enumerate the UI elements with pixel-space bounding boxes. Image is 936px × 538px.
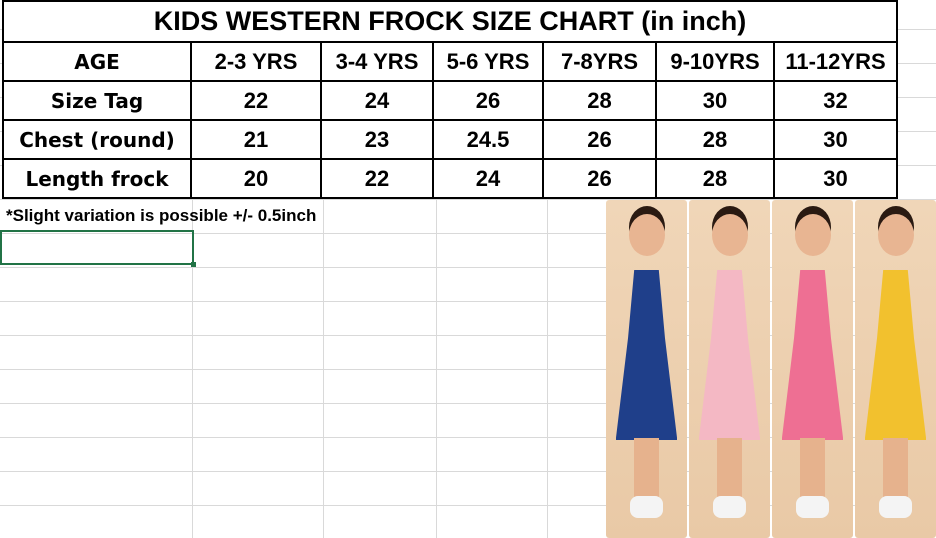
header-cell[interactable]: 11-12YRS: [773, 41, 898, 82]
header-cell[interactable]: 7-8YRS: [542, 41, 657, 82]
photo-yellow-dress: [855, 200, 936, 538]
table-row: Size Tag 22 24 26 28 30 32: [2, 80, 898, 121]
product-photos[interactable]: [606, 200, 936, 538]
variation-note[interactable]: *Slight variation is possible +/- 0.5inc…: [6, 206, 317, 225]
table-row: Length frock 20 22 24 26 28 30: [2, 158, 898, 199]
row-label[interactable]: Length frock: [2, 158, 192, 199]
cell[interactable]: 28: [655, 119, 775, 160]
cell[interactable]: 26: [542, 158, 657, 199]
cell[interactable]: 30: [655, 80, 775, 121]
chart-title[interactable]: KIDS WESTERN FROCK SIZE CHART (in inch): [2, 0, 898, 43]
cell[interactable]: 26: [432, 80, 544, 121]
cell[interactable]: 23: [320, 119, 434, 160]
cell[interactable]: 30: [773, 119, 898, 160]
row-label[interactable]: Chest (round): [2, 119, 192, 160]
cell[interactable]: 24.5: [432, 119, 544, 160]
gridline: [436, 200, 437, 538]
cell[interactable]: 28: [655, 158, 775, 199]
cell[interactable]: 32: [773, 80, 898, 121]
cell[interactable]: 24: [320, 80, 434, 121]
header-cell[interactable]: 9-10YRS: [655, 41, 775, 82]
table-row: Chest (round) 21 23 24.5 26 28 30: [2, 119, 898, 160]
cell[interactable]: 28: [542, 80, 657, 121]
header-cell[interactable]: 2-3 YRS: [190, 41, 322, 82]
photo-pink-dress: [772, 200, 853, 538]
cell[interactable]: 20: [190, 158, 322, 199]
cell[interactable]: 22: [320, 158, 434, 199]
gridline: [323, 200, 324, 538]
photo-navy-dress: [606, 200, 687, 538]
header-cell[interactable]: 3-4 YRS: [320, 41, 434, 82]
photo-light-pink-dress: [689, 200, 770, 538]
gridline: [192, 200, 193, 538]
cell[interactable]: 22: [190, 80, 322, 121]
gridline: [547, 200, 548, 538]
row-label[interactable]: Size Tag: [2, 80, 192, 121]
cell[interactable]: 26: [542, 119, 657, 160]
size-chart-table: KIDS WESTERN FROCK SIZE CHART (in inch) …: [2, 0, 898, 199]
cell[interactable]: 24: [432, 158, 544, 199]
header-cell[interactable]: 5-6 YRS: [432, 41, 544, 82]
cell[interactable]: 30: [773, 158, 898, 199]
selected-cell[interactable]: [0, 230, 196, 267]
cell[interactable]: 21: [190, 119, 322, 160]
header-age[interactable]: AGE: [2, 41, 192, 82]
